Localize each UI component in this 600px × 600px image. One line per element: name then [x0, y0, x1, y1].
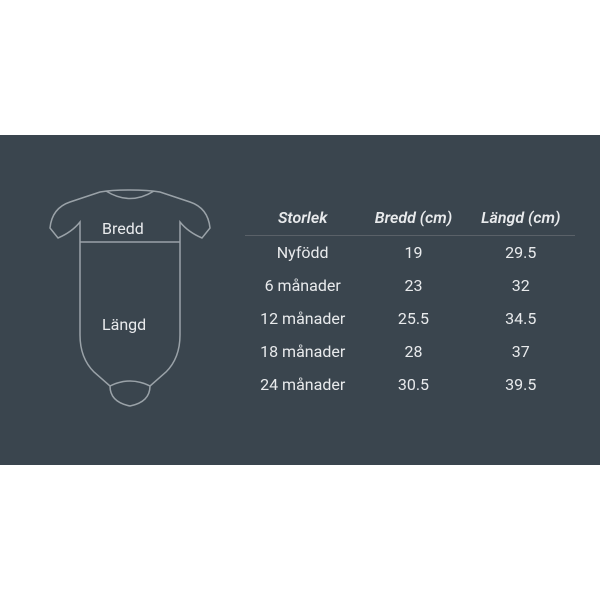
table-row: 6 månader 23 32 [245, 269, 575, 302]
cell-size: 12 månader [245, 302, 360, 335]
cell-width: 19 [360, 235, 466, 269]
cell-length: 29.5 [467, 235, 575, 269]
table-row: 18 månader 28 37 [245, 335, 575, 368]
size-chart-panel: Bredd Längd Storlek Bredd (cm) Längd (cm… [0, 135, 600, 465]
cell-width: 30.5 [360, 368, 466, 401]
cell-length: 32 [467, 269, 575, 302]
cell-length: 39.5 [467, 368, 575, 401]
table-header-row: Storlek Bredd (cm) Längd (cm) [245, 200, 575, 236]
cell-size: 6 månader [245, 269, 360, 302]
cell-width: 25.5 [360, 302, 466, 335]
cell-size: Nyfödd [245, 235, 360, 269]
width-label: Bredd [102, 219, 144, 238]
onesie-neckline [106, 191, 154, 199]
cell-size: 24 månader [245, 368, 360, 401]
size-table: Storlek Bredd (cm) Längd (cm) Nyfödd 19 … [245, 200, 575, 401]
col-size: Storlek [245, 200, 360, 236]
table-row: Nyfödd 19 29.5 [245, 235, 575, 269]
onesie-diagram: Bredd Längd [40, 180, 220, 420]
cell-length: 34.5 [467, 302, 575, 335]
cell-length: 37 [467, 335, 575, 368]
table-row: 24 månader 30.5 39.5 [245, 368, 575, 401]
diagram-container: Bredd Längd [25, 180, 235, 420]
cell-width: 23 [360, 269, 466, 302]
length-label: Längd [102, 315, 146, 334]
cell-width: 28 [360, 335, 466, 368]
col-width: Bredd (cm) [360, 200, 466, 236]
col-length: Längd (cm) [467, 200, 575, 236]
table-row: 12 månader 25.5 34.5 [245, 302, 575, 335]
table-body: Nyfödd 19 29.5 6 månader 23 32 12 månade… [245, 235, 575, 401]
cell-size: 18 månader [245, 335, 360, 368]
onesie-leg-arc [110, 381, 150, 386]
table-container: Storlek Bredd (cm) Längd (cm) Nyfödd 19 … [235, 200, 575, 401]
